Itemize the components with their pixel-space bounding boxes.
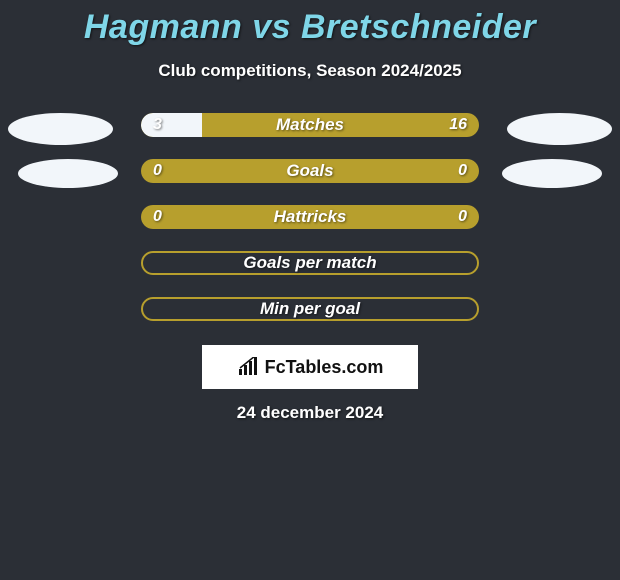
page-title: Hagmann vs Bretschneider <box>84 8 536 47</box>
stat-value-left: 3 <box>153 116 162 134</box>
stat-label: Hattricks <box>274 207 347 227</box>
stat-label: Goals per match <box>243 253 376 273</box>
subtitle: Club competitions, Season 2024/2025 <box>158 61 461 81</box>
stat-label: Matches <box>276 115 344 135</box>
stat-value-right: 16 <box>449 116 467 134</box>
stat-value-left: 0 <box>153 208 162 226</box>
stat-label: Min per goal <box>260 299 360 319</box>
stat-value-right: 0 <box>458 162 467 180</box>
stat-row: 0 Hattricks 0 <box>0 205 620 229</box>
stat-row: 0 Goals 0 <box>0 159 620 183</box>
logo-box: FcTables.com <box>202 345 418 389</box>
bar-fill-left <box>141 113 202 137</box>
logo-text: FcTables.com <box>265 357 384 378</box>
date: 24 december 2024 <box>237 403 384 423</box>
stat-bar: 0 Goals 0 <box>141 159 479 183</box>
stat-value-right: 0 <box>458 208 467 226</box>
stat-bar-empty: Goals per match <box>141 251 479 275</box>
logo: FcTables.com <box>237 357 384 378</box>
stat-value-left: 0 <box>153 162 162 180</box>
stat-bar: 0 Hattricks 0 <box>141 205 479 229</box>
stats-area: 3 Matches 16 0 Goals 0 0 Hattricks 0 Goals per ma… <box>0 113 620 343</box>
comparison-widget: Hagmann vs Bretschneider Club competitio… <box>0 0 620 423</box>
chart-icon <box>237 357 261 377</box>
stat-row: Goals per match <box>0 251 620 275</box>
stat-bar-empty: Min per goal <box>141 297 479 321</box>
stat-row: 3 Matches 16 <box>0 113 620 137</box>
stat-label: Goals <box>286 161 333 181</box>
stat-bar: 3 Matches 16 <box>141 113 479 137</box>
stat-row: Min per goal <box>0 297 620 321</box>
